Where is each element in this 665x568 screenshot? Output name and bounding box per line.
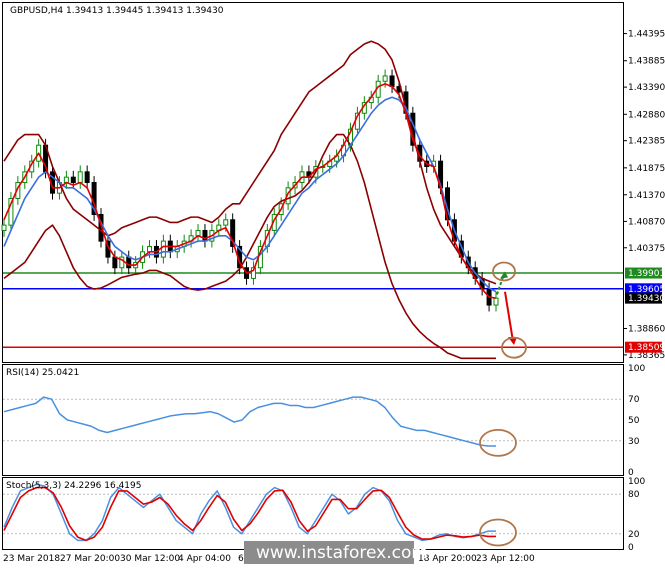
main-panel-frame	[2, 2, 624, 363]
stoch-title: Stoch(5,3,3) 24.2296 16.4195	[6, 481, 141, 491]
ma-fast-line	[3, 83, 497, 299]
candle-body	[119, 256, 125, 269]
price-tick-label: 1.43885	[628, 57, 665, 67]
stoch-tick-label: 100	[628, 477, 645, 487]
bollinger-upper	[3, 40, 497, 285]
price-tag-resistance	[625, 267, 662, 279]
stoch-signal-line	[3, 486, 496, 542]
price-tick-label: 1.40870	[628, 217, 665, 227]
time-tick-label: 4 Apr 04:00	[178, 554, 231, 564]
rsi-title: RSI(14) 25.0421	[6, 368, 79, 378]
candle-body	[382, 75, 388, 82]
price-tag-support	[625, 341, 662, 353]
rsi-tick-label: 100	[628, 364, 645, 374]
rsi-tick-label: 50	[628, 416, 640, 426]
price-axis: 1.44395 1.43885 1.43390 1.42880 1.42385 1.418…	[623, 30, 665, 361]
support-ellipse	[501, 336, 527, 359]
rsi-panel: 100 70 50 30 0	[3, 364, 645, 478]
rsi-panel-frame	[2, 364, 624, 476]
candle-body	[84, 171, 90, 183]
price-tick-label: 1.41370	[628, 191, 665, 201]
price-tag-current	[625, 292, 662, 304]
up-arrow-icon	[500, 271, 508, 279]
price-tag-label: 1.39605	[628, 285, 665, 295]
time-tick-label: 18 Apr 20:00	[418, 554, 477, 564]
down-arrow-shaft	[504, 291, 514, 342]
rsi-tick-label: 70	[628, 395, 640, 405]
candle-body	[389, 75, 395, 88]
price-tick-label: 1.42880	[628, 110, 665, 120]
candle-body	[70, 176, 76, 184]
candle-body	[8, 197, 14, 226]
price-tag-label: 1.39430	[628, 294, 665, 304]
time-axis: 23 Mar 2018 27 Mar 20:00 30 Mar 12:004 Apr…	[3, 554, 535, 564]
price-tick-label: 1.40375	[628, 244, 665, 254]
resistance-ellipse	[492, 261, 516, 282]
candle-body	[250, 267, 256, 279]
candle-body	[77, 171, 83, 183]
time-tick-label: 23 Apr 12:00	[476, 554, 535, 564]
candle-body	[223, 219, 229, 226]
candle-body	[202, 229, 208, 242]
ma-slow-line	[3, 96, 497, 293]
chart-header: GBPUSD,H4 1.39413 1.39445 1.39413 1.3943…	[10, 6, 224, 16]
price-tag-label: 1.39901	[628, 269, 665, 279]
candle-body	[126, 256, 132, 269]
time-tick-label: 23 Mar 2018	[3, 554, 60, 564]
watermark: www.instaforex.com	[256, 543, 428, 563]
main-price-panel	[1, 40, 623, 360]
stoch-panel: 100 80 20 0	[3, 477, 645, 553]
candle-body	[112, 256, 118, 269]
time-tick-label: 6	[238, 554, 244, 564]
price-tick-label: 1.43390	[628, 83, 665, 93]
candle-body	[493, 297, 499, 306]
price-tick-label: 1.38365	[628, 351, 665, 361]
price-tick-label: 1.44395	[628, 30, 665, 40]
stoch-tick-label: 0	[628, 543, 634, 553]
watermark-bg	[244, 541, 414, 564]
stoch-main-line	[3, 483, 496, 542]
time-tick-label: 27 Mar 20:00	[60, 554, 120, 564]
bollinger-lower	[3, 133, 496, 360]
price-tick-label: 1.41875	[628, 164, 665, 174]
stoch-tick-label: 80	[628, 490, 640, 500]
price-tag-label: 1.38509	[628, 343, 665, 353]
candle-body	[230, 219, 236, 247]
rsi-tick-label: 30	[628, 437, 640, 447]
stoch-ellipse	[479, 518, 517, 547]
rsi-line	[3, 396, 496, 447]
price-tag-pivot	[625, 283, 662, 295]
candle-body	[1, 224, 7, 231]
price-tick-label: 1.38860	[628, 324, 665, 334]
price-tick-label: 1.42385	[628, 137, 665, 147]
candle-body	[160, 240, 166, 258]
stoch-tick-label: 20	[628, 530, 640, 540]
rsi-ellipse	[479, 428, 517, 457]
rsi-tick-label: 0	[628, 468, 634, 478]
time-tick-label: 30 Mar 12:00	[120, 554, 180, 564]
